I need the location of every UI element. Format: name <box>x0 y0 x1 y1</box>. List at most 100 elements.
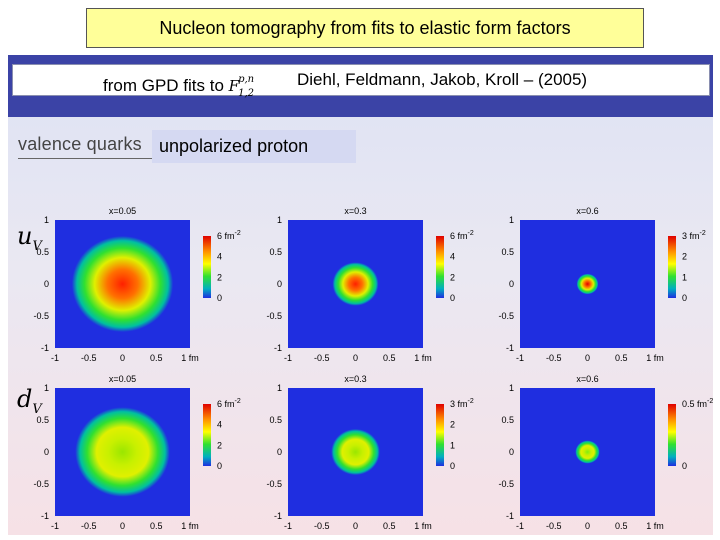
row-label-dv: dV <box>17 385 42 417</box>
valence-quarks-label: valence quarks <box>18 134 142 154</box>
color-bar-tick: 0.5 fm-2 <box>682 398 713 409</box>
y-tick-label: 0 <box>509 279 514 289</box>
x-tick-label: 0 <box>585 521 590 531</box>
y-tick-label: 0 <box>44 279 49 289</box>
density-heatmap <box>55 220 190 348</box>
x-tick-label: 1 fm <box>414 521 432 531</box>
slide-title: Nucleon tomography from fits to elastic … <box>86 8 644 48</box>
y-tick-label: -1 <box>274 343 282 353</box>
x-tick-label: -0.5 <box>314 521 330 531</box>
plot-title: x=0.3 <box>344 206 366 216</box>
x-tick-label: 0.5 <box>615 353 628 363</box>
y-tick-label: 0.5 <box>501 247 514 257</box>
y-tick-label: -0.5 <box>33 479 49 489</box>
plot-title: x=0.05 <box>109 206 136 216</box>
x-tick-label: 1 fm <box>646 353 664 363</box>
plot-title: x=0.05 <box>109 374 136 384</box>
x-tick-label: -0.5 <box>81 353 97 363</box>
y-tick-label: 0.5 <box>269 247 282 257</box>
x-tick-label: -1 <box>51 521 59 531</box>
x-tick-label: -0.5 <box>81 521 97 531</box>
color-bar-tick: 1 <box>682 272 687 282</box>
reference-bar <box>12 64 710 96</box>
x-tick-label: 0.5 <box>383 353 396 363</box>
y-tick-label: 0.5 <box>269 415 282 425</box>
color-bar-tick: 4 <box>217 252 222 262</box>
x-tick-label: -1 <box>284 353 292 363</box>
color-bar-tick: 4 <box>450 252 455 262</box>
y-tick-label: 1 <box>509 383 514 393</box>
y-tick-label: -1 <box>506 511 514 521</box>
density-heatmap <box>520 220 655 348</box>
y-tick-label: 0.5 <box>36 247 49 257</box>
density-heatmap <box>288 220 423 348</box>
color-bar-tick: 0 <box>217 293 222 303</box>
color-bar-tick: 6 fm-2 <box>450 230 474 241</box>
color-bar <box>203 236 211 298</box>
color-bar-tick: 2 <box>450 420 455 430</box>
y-tick-label: -0.5 <box>266 311 282 321</box>
color-bar-tick: 6 fm-2 <box>217 398 241 409</box>
density-plot: x=0.6 1 0.5 0 -0.5 -1-1 -0.5 0 0.5 1 fm 0.5 fm-2 0 <box>498 374 713 531</box>
x-tick-label: 0.5 <box>383 521 396 531</box>
x-tick-label: 0 <box>353 353 358 363</box>
color-bar-tick: 3 fm-2 <box>450 398 474 409</box>
y-tick-label: 0 <box>277 279 282 289</box>
density-heatmap <box>288 388 423 516</box>
reference-prefix: from GPD fits to Fp,n1,2 <box>103 66 254 108</box>
color-bar-tick: 0 <box>450 293 455 303</box>
x-tick-label: -0.5 <box>546 353 562 363</box>
x-tick-label: -0.5 <box>546 521 562 531</box>
color-bar-tick: 0 <box>450 461 455 471</box>
x-tick-label: 0.5 <box>150 353 163 363</box>
color-bar <box>203 404 211 466</box>
density-heatmap <box>520 388 655 516</box>
reference-authors: Diehl, Feldmann, Jakob, Kroll – (2005) <box>297 70 588 89</box>
valence-underline <box>18 158 158 159</box>
plot-title: x=0.6 <box>576 206 598 216</box>
x-tick-label: 1 fm <box>646 521 664 531</box>
color-bar <box>668 236 676 298</box>
density-heatmap <box>55 388 190 516</box>
y-tick-label: -1 <box>506 343 514 353</box>
x-tick-label: -1 <box>51 353 59 363</box>
y-tick-label: -0.5 <box>498 479 514 489</box>
x-tick-label: 1 fm <box>414 353 432 363</box>
density-plot: x=0.3 1 0.5 0 -0.5 -1-1 -0.5 0 0.5 1 fm 6 fm-2 4 2 0 <box>266 206 473 363</box>
density-plot: x=0.6 1 0.5 0 -0.5 -1-1 -0.5 0 0.5 1 fm 3 fm-2 2 1 0 <box>498 206 705 363</box>
x-tick-label: 0 <box>585 353 590 363</box>
unpolarized-proton-label: unpolarized proton <box>152 130 356 163</box>
reference-prefix-text: from GPD fits to <box>103 76 224 95</box>
y-tick-label: 1 <box>509 215 514 225</box>
y-tick-label: -1 <box>41 343 49 353</box>
color-bar-tick: 0 <box>682 293 687 303</box>
density-plot: x=0.05 1 0.5 0 -0.5 -1-1 -0.5 0 0.5 1 fm 6 fm-2 4 2 0 <box>33 206 240 363</box>
color-bar-tick: 1 <box>450 440 455 450</box>
y-tick-label: 1 <box>277 383 282 393</box>
plot-title: x=0.3 <box>344 374 366 384</box>
plot-title: x=0.6 <box>576 374 598 384</box>
y-tick-label: 0 <box>44 447 49 457</box>
x-tick-label: 0 <box>353 521 358 531</box>
x-tick-label: 0 <box>120 353 125 363</box>
y-tick-label: 1 <box>44 383 49 393</box>
form-factor-symbol: Fp,n1,2 <box>228 74 255 99</box>
y-tick-label: -0.5 <box>33 311 49 321</box>
x-tick-label: -1 <box>284 521 292 531</box>
y-tick-label: -1 <box>274 511 282 521</box>
y-tick-label: 0.5 <box>36 415 49 425</box>
color-bar-tick: 2 <box>682 252 687 262</box>
y-tick-label: 0.5 <box>501 415 514 425</box>
color-bar <box>436 404 444 466</box>
y-tick-label: -0.5 <box>266 479 282 489</box>
color-bar-tick: 4 <box>217 420 222 430</box>
x-tick-label: 0 <box>120 521 125 531</box>
density-plot: x=0.05 1 0.5 0 -0.5 -1-1 -0.5 0 0.5 1 fm 6 fm-2 4 2 0 <box>33 374 240 531</box>
x-tick-label: -0.5 <box>314 353 330 363</box>
x-tick-label: -1 <box>516 521 524 531</box>
y-tick-label: 0 <box>277 447 282 457</box>
color-bar-tick: 2 <box>217 272 222 282</box>
y-tick-label: 1 <box>44 215 49 225</box>
x-tick-label: 0.5 <box>615 521 628 531</box>
y-tick-label: -1 <box>41 511 49 521</box>
